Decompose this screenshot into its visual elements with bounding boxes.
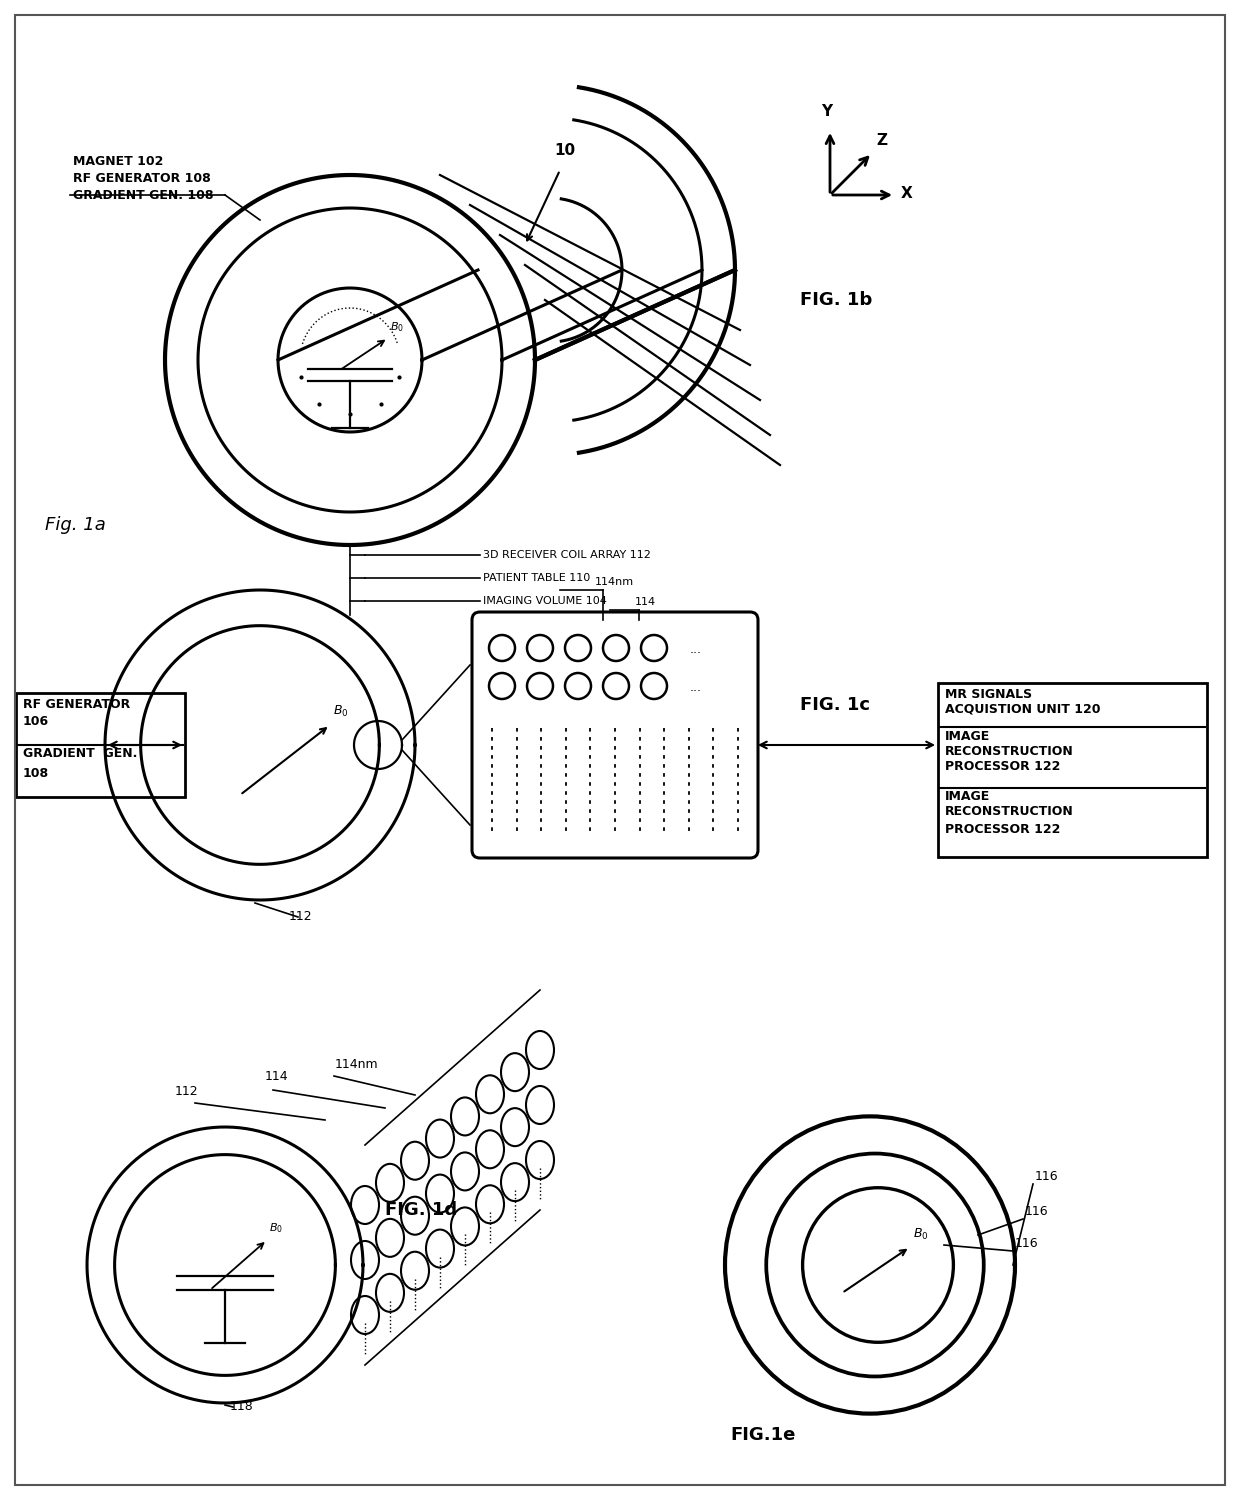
Text: FIG.1e: FIG.1e xyxy=(730,1426,795,1444)
Text: 114: 114 xyxy=(265,1070,289,1084)
Text: GRADIENT GEN. 108: GRADIENT GEN. 108 xyxy=(73,189,213,203)
Text: RECONSTRUCTION: RECONSTRUCTION xyxy=(945,744,1074,758)
Text: ...: ... xyxy=(689,642,702,656)
Text: X: X xyxy=(901,186,913,201)
Text: FIG. 1d: FIG. 1d xyxy=(384,1201,458,1219)
Text: $B_0$: $B_0$ xyxy=(334,704,348,719)
Text: IMAGE: IMAGE xyxy=(945,729,991,743)
Text: 118: 118 xyxy=(229,1400,254,1412)
Text: IMAGE: IMAGE xyxy=(945,790,991,803)
Text: Fig. 1a: Fig. 1a xyxy=(45,516,105,534)
Text: 106: 106 xyxy=(24,714,50,728)
Text: 116: 116 xyxy=(1016,1237,1039,1250)
Text: Y: Y xyxy=(821,104,832,119)
Text: 112: 112 xyxy=(288,910,311,923)
Text: ACQUISTION UNIT 120: ACQUISTION UNIT 120 xyxy=(945,702,1101,716)
Text: FIG. 1c: FIG. 1c xyxy=(800,696,870,714)
Text: 10: 10 xyxy=(554,143,575,158)
Text: 114nm: 114nm xyxy=(595,576,634,587)
Text: ...: ... xyxy=(689,681,702,693)
Text: $B_0$: $B_0$ xyxy=(391,320,404,333)
Text: RF GENERATOR: RF GENERATOR xyxy=(24,698,130,711)
Text: MR SIGNALS: MR SIGNALS xyxy=(945,687,1032,701)
Text: 112: 112 xyxy=(175,1085,198,1099)
Text: Z: Z xyxy=(877,134,888,149)
Text: IMAGING VOLUME 104: IMAGING VOLUME 104 xyxy=(484,596,606,606)
Text: PROCESSOR 122: PROCESSOR 122 xyxy=(945,760,1060,773)
Text: FIG. 1b: FIG. 1b xyxy=(800,291,872,309)
Text: RECONSTRUCTION: RECONSTRUCTION xyxy=(945,805,1074,818)
Text: 114: 114 xyxy=(635,597,656,606)
Text: 3D RECEIVER COIL ARRAY 112: 3D RECEIVER COIL ARRAY 112 xyxy=(484,549,651,560)
Text: GRADIENT  GEN.: GRADIENT GEN. xyxy=(24,747,138,760)
Text: 116: 116 xyxy=(1025,1205,1049,1217)
Text: 114nm: 114nm xyxy=(335,1058,378,1072)
Text: $B_0$: $B_0$ xyxy=(269,1220,283,1235)
Text: 108: 108 xyxy=(24,767,50,781)
Text: 116: 116 xyxy=(1035,1169,1059,1183)
Text: $B_0$: $B_0$ xyxy=(913,1226,929,1243)
Text: PATIENT TABLE 110: PATIENT TABLE 110 xyxy=(484,573,590,582)
Text: MAGNET 102: MAGNET 102 xyxy=(73,155,164,168)
Text: PROCESSOR 122: PROCESSOR 122 xyxy=(945,823,1060,836)
Text: RF GENERATOR 108: RF GENERATOR 108 xyxy=(73,173,211,185)
